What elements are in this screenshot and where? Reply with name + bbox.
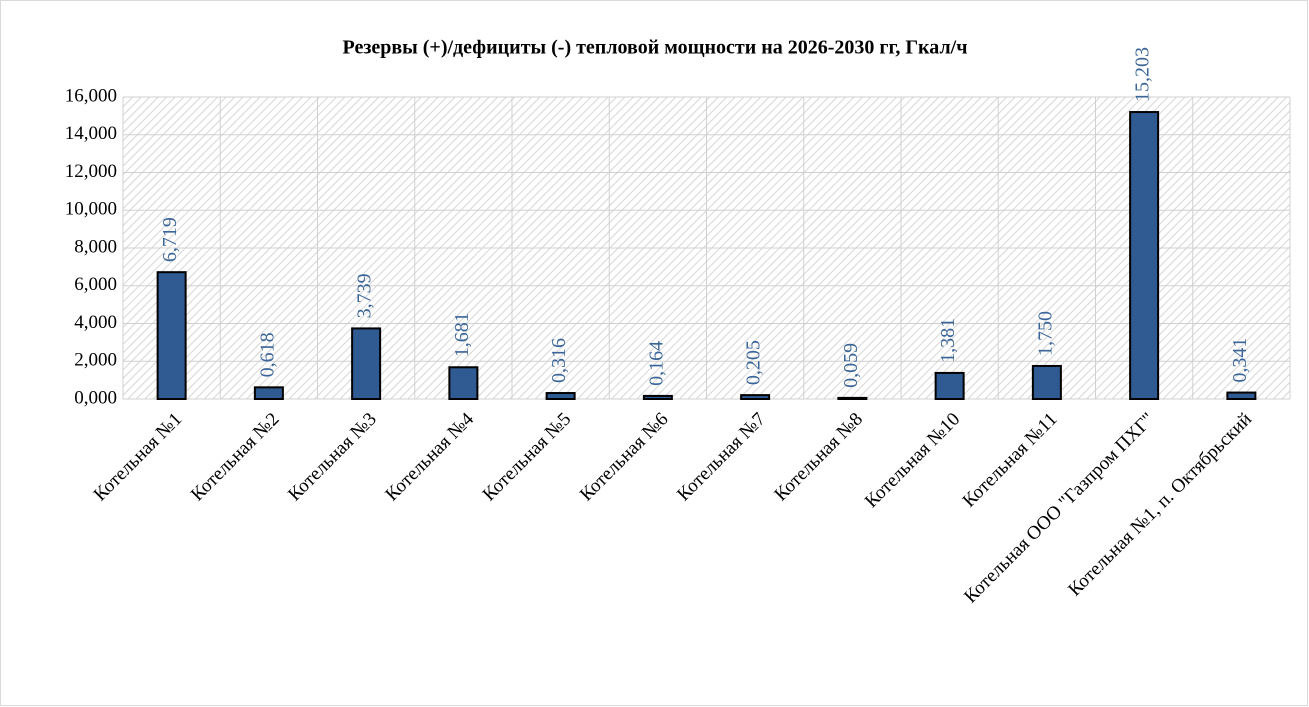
y-tick-label: 6,000 [74,274,117,295]
y-tick-label: 12,000 [65,161,117,182]
value-label: 15,203 [1132,47,1154,102]
bar [253,386,284,400]
bar [1129,111,1160,401]
y-tick-label: 10,000 [65,199,117,220]
value-label: 0,059 [840,343,862,388]
bar [934,371,965,400]
value-label: 1,681 [451,312,473,357]
bar [156,271,187,400]
bar [837,396,868,401]
value-label: 0,316 [548,338,570,383]
value-label: 0,618 [256,332,278,377]
bar [351,327,382,400]
value-label: 0,341 [1229,338,1251,383]
y-tick-label: 4,000 [74,312,117,333]
y-tick-label: 8,000 [74,236,117,257]
y-tick-label: 0,000 [74,387,117,408]
value-label: 1,381 [937,318,959,363]
bar [448,366,479,400]
bar [545,392,576,400]
bar [740,394,771,400]
value-label: 0,205 [743,340,765,385]
y-tick-label: 16,000 [65,85,117,106]
value-label: 3,739 [354,273,376,318]
value-label: 6,719 [159,217,181,262]
y-tick-label: 14,000 [65,123,117,144]
bar [1226,391,1257,401]
value-label: 1,750 [1034,311,1056,356]
y-tick-label: 2,000 [74,350,117,371]
chart-title: Резервы (+)/дефициты (-) тепловой мощнос… [342,37,967,59]
bar [1031,364,1062,400]
value-label: 0,164 [645,341,667,386]
bar [642,394,673,401]
